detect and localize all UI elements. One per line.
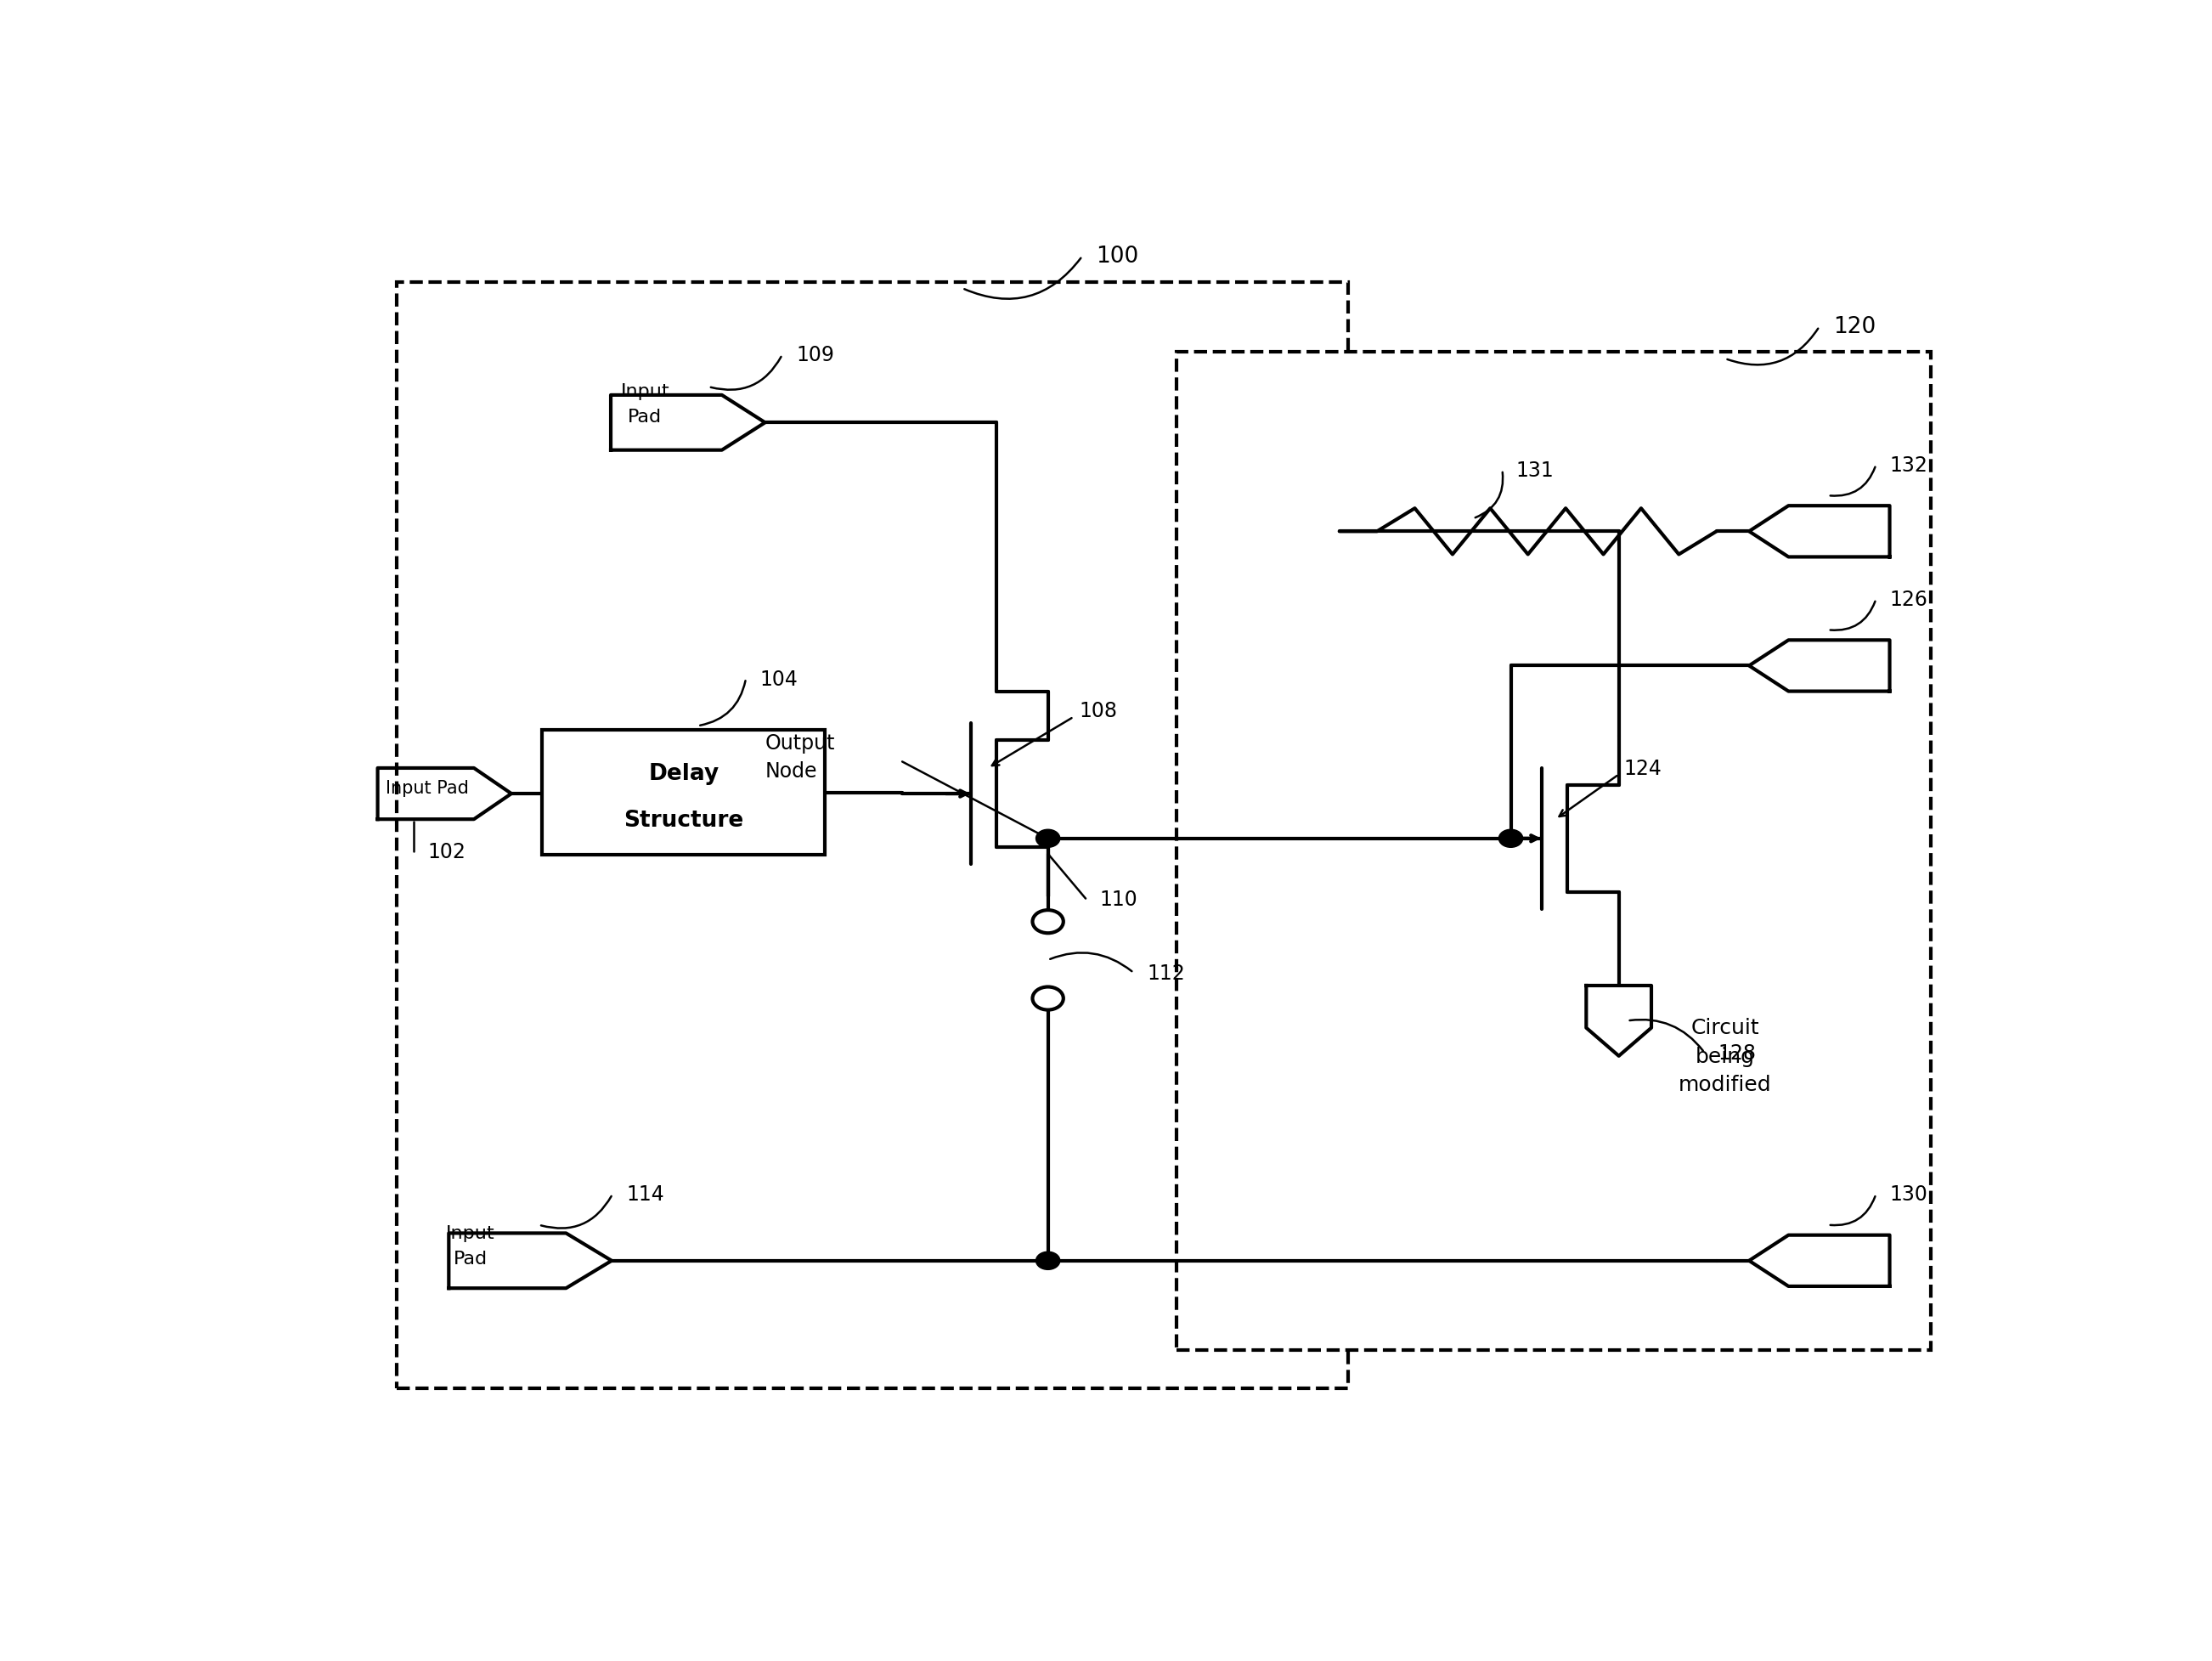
Text: 130: 130 bbox=[1889, 1184, 1929, 1204]
Text: 131: 131 bbox=[1515, 460, 1555, 480]
Bar bbox=[1177, 352, 1931, 1350]
Text: 132: 132 bbox=[1889, 455, 1929, 475]
Text: Input: Input bbox=[622, 382, 670, 400]
Text: 112: 112 bbox=[1148, 963, 1186, 983]
Text: 102: 102 bbox=[427, 842, 465, 862]
Text: 109: 109 bbox=[796, 345, 834, 365]
Text: 128: 128 bbox=[1719, 1043, 1756, 1063]
Text: Input Pad: Input Pad bbox=[385, 779, 469, 796]
Text: 108: 108 bbox=[1079, 701, 1117, 721]
Text: 126: 126 bbox=[1889, 590, 1929, 610]
Text: Circuit
being
modified: Circuit being modified bbox=[1679, 1018, 1772, 1095]
Text: 110: 110 bbox=[1099, 889, 1137, 909]
Text: 104: 104 bbox=[759, 669, 799, 689]
Text: 114: 114 bbox=[626, 1184, 664, 1204]
Circle shape bbox=[1035, 1252, 1060, 1269]
Bar bbox=[542, 731, 825, 855]
Text: Structure: Structure bbox=[624, 809, 743, 832]
Text: Delay: Delay bbox=[648, 762, 719, 786]
Text: Output: Output bbox=[765, 733, 836, 752]
Bar bbox=[396, 282, 1347, 1389]
Text: 124: 124 bbox=[1624, 759, 1661, 779]
Text: Pad: Pad bbox=[628, 409, 661, 425]
Circle shape bbox=[1035, 830, 1060, 847]
Text: Input: Input bbox=[447, 1224, 495, 1241]
Text: Pad: Pad bbox=[453, 1249, 487, 1267]
Text: 100: 100 bbox=[1095, 246, 1139, 267]
Circle shape bbox=[1500, 830, 1522, 847]
Text: Node: Node bbox=[765, 761, 816, 781]
Text: 120: 120 bbox=[1834, 316, 1876, 339]
